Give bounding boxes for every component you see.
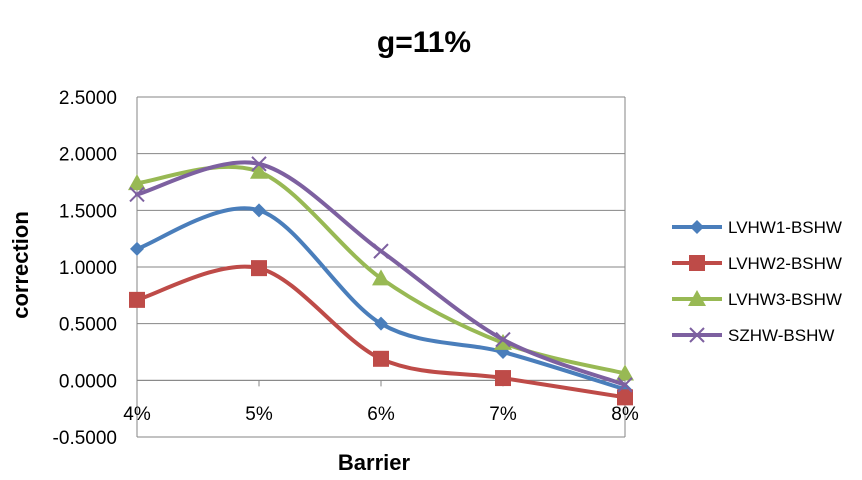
x-tick-label: 7%: [489, 404, 517, 425]
data-point: [373, 243, 389, 259]
chart-title: g=11%: [377, 26, 471, 59]
legend-item: LVHW1-BSHW: [672, 218, 842, 237]
data-point: [617, 377, 633, 393]
data-point: [130, 241, 144, 256]
data-point: [128, 174, 146, 191]
data-point: [617, 389, 633, 406]
x-marker-stroke: [129, 186, 145, 203]
data-point: [494, 333, 512, 350]
legend-label: SZHW-BSHW: [728, 326, 834, 345]
y-tick-label: 2.5000: [59, 88, 117, 109]
legend-marker: [689, 255, 705, 271]
legend-item: SZHW-BSHW: [672, 326, 834, 345]
data-point: [129, 291, 145, 308]
data-point: [252, 203, 266, 218]
data-point: [129, 186, 145, 203]
series-lvhw2-bshw: [129, 260, 633, 406]
series-lvhw3-bshw: [128, 162, 634, 381]
legend-label: LVHW3-BSHW: [728, 290, 842, 309]
data-point: [616, 364, 634, 381]
y-tick-label: 1.5000: [59, 201, 117, 222]
y-tick-label: -0.5000: [53, 428, 117, 449]
legend-marker: [689, 327, 705, 343]
y-tick-label: 0.5000: [59, 315, 117, 336]
legend-item: LVHW2-BSHW: [672, 254, 842, 273]
x-tick-label: 5%: [245, 404, 273, 425]
x-tick-label: 6%: [367, 404, 395, 425]
data-point: [251, 260, 267, 277]
data-point: [495, 331, 511, 348]
x-tick-label: 8%: [611, 404, 639, 425]
legend-label: LVHW1-BSHW: [728, 218, 842, 237]
data-point: [374, 316, 388, 331]
series-layer: [128, 156, 634, 406]
series-lvhw1-bshw: [130, 203, 632, 397]
x-marker-stroke: [617, 377, 633, 393]
y-tick-label: 0.0000: [59, 371, 117, 392]
legend-marker: [688, 290, 706, 306]
legend: LVHW1-BSHW LVHW2-BSHW LVHW3-BSHW SZHW-BSHW: [672, 218, 842, 345]
x-marker-stroke: [373, 243, 389, 259]
legend-marker: [690, 220, 704, 234]
x-marker-stroke: [495, 331, 511, 348]
data-point: [250, 162, 268, 179]
x-marker-stroke: [251, 156, 267, 172]
data-point: [495, 370, 511, 387]
y-axis-title: correction: [8, 211, 33, 319]
x-axis-title: Barrier: [338, 450, 411, 475]
axis-layer: -0.5000 0.0000 0.5000 1.0000 1.5000 2.0000 2.5…: [53, 88, 639, 449]
data-point: [251, 156, 267, 172]
series-line: [135, 264, 627, 400]
y-tick-label: 2.0000: [59, 145, 117, 166]
legend-label: LVHW2-BSHW: [728, 254, 842, 273]
legend-item: LVHW3-BSHW: [672, 290, 842, 309]
x-marker-stroke: [689, 327, 705, 343]
x-tick-label: 4%: [123, 404, 151, 425]
y-tick-label: 1.0000: [59, 258, 117, 279]
series-szhw-bshw: [129, 156, 633, 393]
data-point: [372, 269, 390, 286]
data-point: [373, 350, 389, 367]
